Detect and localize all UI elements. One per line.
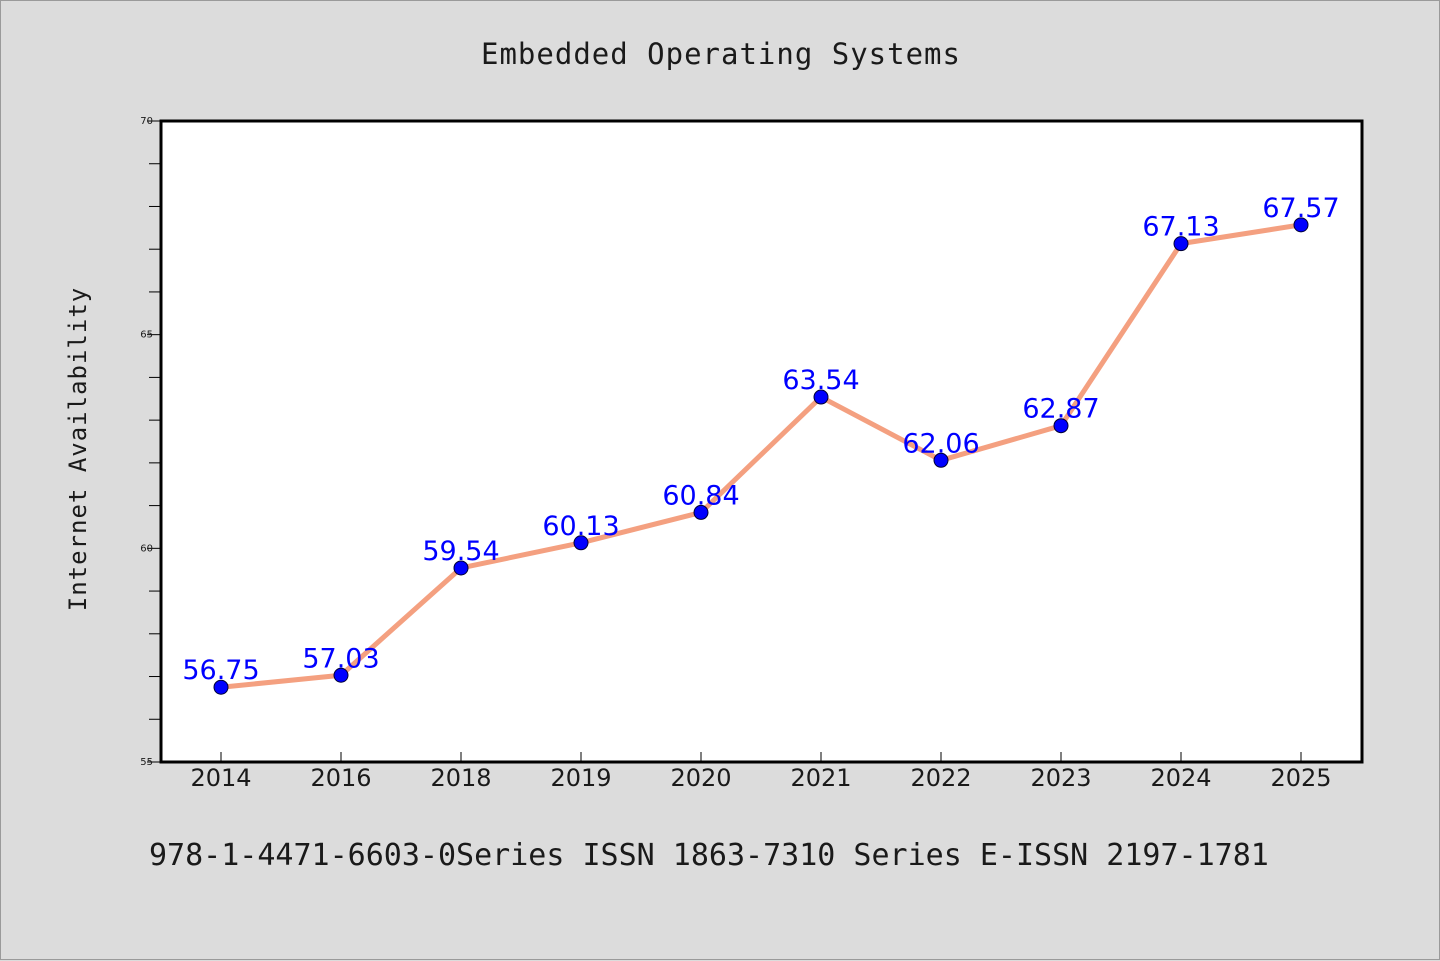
x-tick-label: 2022 [910,764,971,792]
data-point [333,667,349,683]
y-tick-label: 70 [140,116,153,127]
data-label: 62.87 [1022,394,1099,425]
y-tick-label: 60 [140,543,153,554]
footer-text: 978-1-4471-6603-0Series ISSN 1863-7310 S… [149,838,1269,873]
data-point [813,389,829,405]
x-tick-label: 2023 [1030,764,1091,792]
y-axis-label: Internet Availability [64,287,92,611]
x-tick-label: 2014 [190,764,251,792]
y-axis: 55 60 65 70 [140,116,161,768]
data-label: 60.84 [662,480,739,511]
x-tick-label: 2020 [670,764,731,792]
data-point [453,560,469,576]
x-tick-label: 2025 [1270,764,1331,792]
plot-frame [159,119,1364,764]
data-point [1293,217,1309,233]
data-label: 67.13 [1142,212,1219,243]
data-label: 63.54 [782,365,859,396]
data-label: 57.03 [302,643,379,674]
data-point [213,679,229,695]
data-label: 60.13 [542,511,619,542]
y-tick-label: 65 [140,330,153,341]
x-tick-label: 2019 [550,764,611,792]
x-tick-label: 2016 [310,764,371,792]
data-point [573,535,589,551]
data-point [933,452,949,468]
data-label: 67.57 [1262,193,1339,224]
x-tick-label: 2018 [430,764,491,792]
y-tick-label: 55 [140,757,153,768]
data-point [1053,418,1069,434]
chart-title: Embedded Operating Systems [481,37,961,71]
data-series: 56.75 57.03 59.54 60.13 60.84 63.54 62.06 62.87… [182,193,1340,695]
series-line [218,222,1304,690]
data-label: 62.06 [902,428,979,459]
data-label: 59.54 [422,536,499,567]
data-label: 56.75 [182,655,259,686]
x-axis: 2014 2016 2018 2019 2020 2021 2022 2023 2024 2025 [190,752,1332,792]
data-point [1173,236,1189,252]
data-point [693,504,709,520]
x-tick-label: 2021 [790,764,851,792]
x-tick-label: 2024 [1150,764,1211,792]
